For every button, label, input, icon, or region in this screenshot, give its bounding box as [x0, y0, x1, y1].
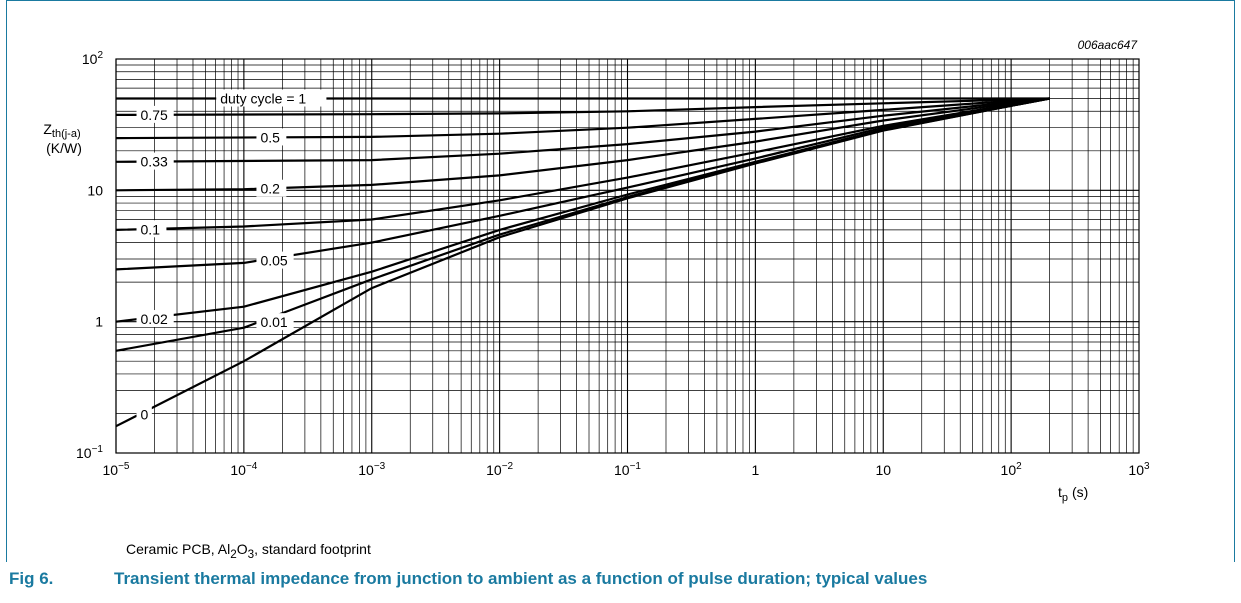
y-tick-label: 10−1 — [76, 444, 103, 461]
x-tick-label: 10−5 — [103, 461, 130, 478]
y-tick-label: 1 — [95, 314, 103, 330]
curve-labels: duty cycle = 1 0.75 0.5 0.33 0.2 0.1 0.05 0.02 0… — [136, 89, 327, 423]
x-tick-label: 10 — [875, 462, 891, 478]
curves — [115, 97, 1050, 428]
series-label-8: 0.01 — [260, 314, 287, 330]
series-line-1 — [115, 97, 1050, 116]
y-tick-label: 10 — [87, 182, 103, 198]
series-line-9 — [115, 97, 1050, 428]
series-label-bg — [256, 128, 287, 146]
figure-number: Fig 6. — [9, 569, 54, 588]
series-label-bg — [136, 152, 174, 170]
x-tick-label: 1 — [751, 462, 759, 478]
thermal-impedance-chart: duty cycle = 1 0.75 0.5 0.33 0.2 0.1 0.05 0.02 0… — [43, 38, 1150, 504]
series-label-bg — [136, 310, 174, 328]
x-tick-label: 10−1 — [614, 461, 641, 478]
series-label-6: 0.05 — [260, 253, 287, 269]
figure-title: Transient thermal impedance from junctio… — [114, 569, 928, 588]
x-tick-label: 103 — [1128, 461, 1150, 478]
series-label-bg — [136, 105, 174, 123]
series-label-bg — [256, 313, 294, 331]
y-axis-unit: (K/W) — [46, 140, 82, 156]
x-axis-label: tp (s) — [1058, 484, 1088, 504]
series-label-3: 0.33 — [141, 154, 168, 170]
plot-border — [115, 58, 1140, 454]
figure-code: 006aac647 — [1078, 38, 1139, 52]
series-label-1: 0.75 — [141, 107, 168, 123]
series-line-4 — [115, 97, 1050, 192]
series-line-3 — [115, 97, 1050, 163]
figure-frame — [6, 0, 1235, 562]
figure-note: Ceramic PCB, Al2O3, standard footprint — [126, 541, 371, 561]
series-label-4: 0.2 — [260, 181, 280, 197]
x-tick-label: 10−4 — [230, 461, 257, 478]
series-label-2: 0.5 — [260, 129, 280, 145]
series-label-9: 0 — [141, 407, 149, 423]
series-label-7: 0.02 — [141, 311, 168, 327]
x-tick-label: 10−3 — [358, 461, 385, 478]
series-label-bg — [136, 405, 152, 423]
series-label-5: 0.1 — [141, 221, 161, 237]
series-label-0: duty cycle = 1 — [220, 91, 306, 107]
y-axis-label: Zth(j-a) — [43, 121, 80, 140]
x-tick-label: 102 — [1001, 461, 1023, 478]
y-tick-label: 102 — [82, 50, 104, 67]
series-label-bg — [216, 89, 327, 107]
series-line-2 — [115, 97, 1050, 140]
tick-labels: 10−5 10−4 10−3 10−2 10−1 1 10 102 103 10−1 1 10 102 — [76, 50, 1150, 478]
x-tick-label: 10−2 — [486, 461, 513, 478]
series-label-bg — [256, 251, 294, 269]
series-label-bg — [136, 220, 167, 238]
series-label-bg — [256, 179, 287, 197]
figure-caption: Fig 6. Transient thermal impedance from j… — [9, 569, 927, 589]
